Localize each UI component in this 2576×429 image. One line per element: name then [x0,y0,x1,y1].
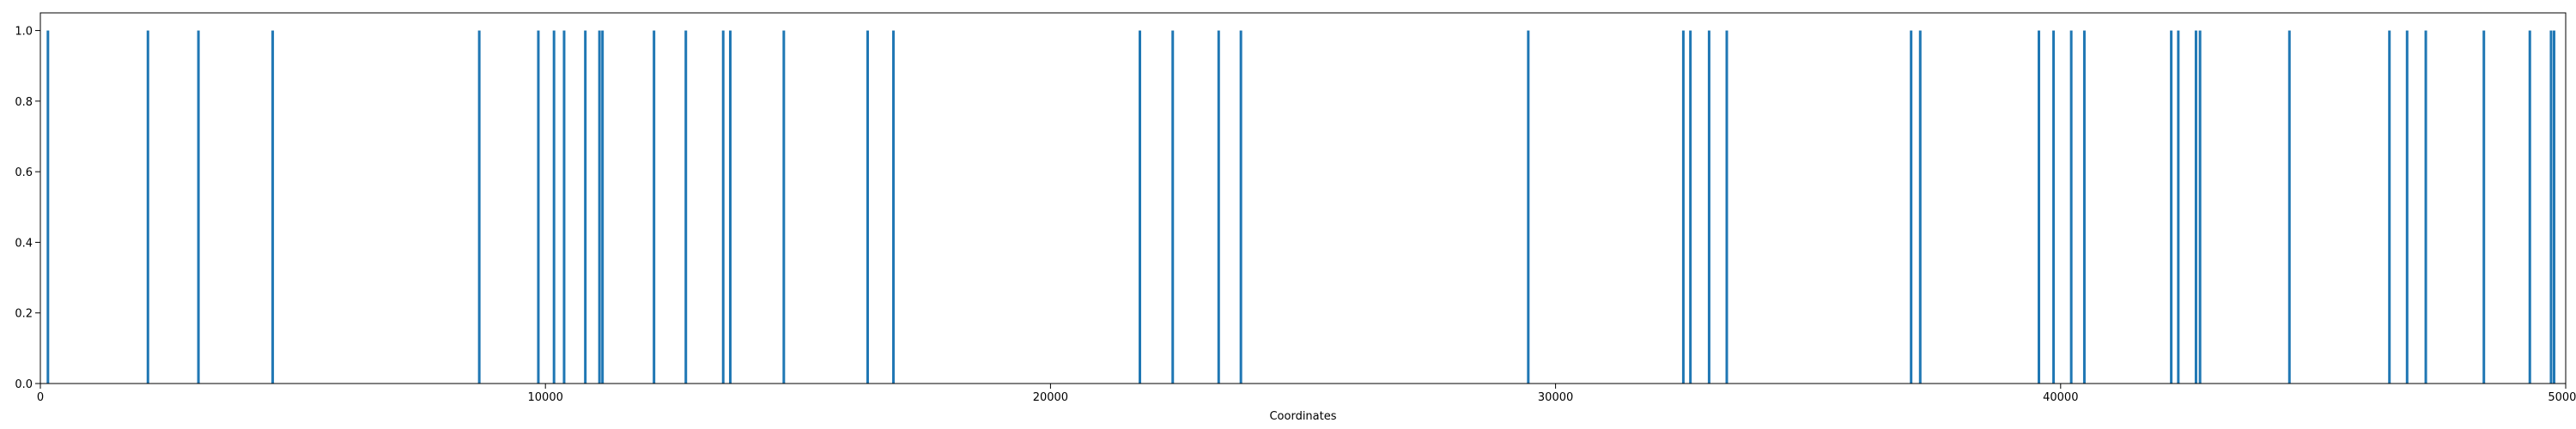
bars-group [46,30,2555,384]
bar-17 [891,30,895,384]
bar-36 [2198,30,2202,384]
x-axis-label: Coordinates [1269,410,1336,423]
bar-1 [146,30,149,384]
bar-27 [1910,30,1913,384]
bar-25 [1707,30,1710,384]
bar-18 [1139,30,1142,384]
bar-9 [598,30,601,384]
x-tick-label: 20000 [1033,391,1068,404]
bar-33 [2170,30,2173,384]
bar-28 [1918,30,1922,384]
bar-29 [2038,30,2041,384]
x-tick-label: 0 [37,391,44,404]
bar-23 [1681,30,1685,384]
bar-20 [1217,30,1220,384]
bar-26 [1725,30,1728,384]
plot-frame [39,12,2567,384]
bar-31 [2069,30,2073,384]
bar-15 [782,30,786,384]
bar-30 [2052,30,2056,384]
bar-2 [197,30,200,384]
x-tick-label: 30000 [1538,391,1573,404]
y-ticks-group: 0.0 0.2 0.4 0.6 0.8 1.0 [15,26,40,391]
bar-42 [2528,30,2531,384]
bar-35 [2194,30,2197,384]
bar-32 [2082,30,2086,384]
bar-34 [2177,30,2180,384]
y-tick-label: 0.6 [15,166,33,179]
bar-10 [601,30,605,384]
bar-39 [2405,30,2409,384]
bar-5 [537,30,540,384]
bar-43 [2549,30,2553,384]
y-tick-label: 1.0 [15,26,33,39]
bar-0 [46,30,50,384]
bar-11 [653,30,656,384]
bar-24 [1689,30,1692,384]
y-tick-label: 0.0 [15,378,33,391]
bar-8 [584,30,587,384]
bar-14 [728,30,732,384]
bar-22 [1527,30,1530,384]
bar-21 [1239,30,1242,384]
bar-19 [1171,30,1175,384]
bar-38 [2388,30,2391,384]
bar-44 [2552,30,2555,384]
bar-4 [477,30,481,384]
x-tick-label: 10000 [528,391,563,404]
bar-37 [2287,30,2291,384]
bar-13 [721,30,725,384]
bar-7 [562,30,566,384]
y-tick-label: 0.4 [15,237,33,250]
x-tick-label: 40000 [2043,391,2078,404]
y-tick-label: 0.8 [15,96,33,109]
bar-41 [2482,30,2486,384]
y-tick-label: 0.2 [15,308,33,321]
bar-3 [271,30,275,384]
bar-16 [866,30,869,384]
bar-12 [684,30,688,384]
bar-6 [552,30,556,384]
bar-40 [2424,30,2427,384]
